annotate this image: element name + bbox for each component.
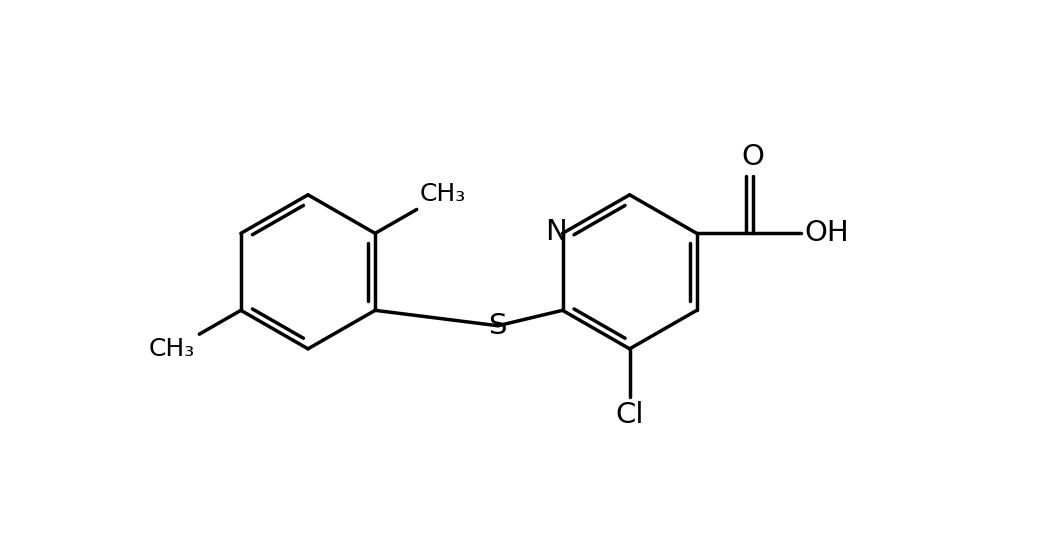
- Text: S: S: [489, 312, 508, 339]
- Text: CH₃: CH₃: [419, 182, 466, 206]
- Text: Cl: Cl: [616, 401, 644, 429]
- Text: OH: OH: [804, 219, 849, 247]
- Text: O: O: [741, 143, 764, 171]
- Text: N: N: [545, 218, 567, 246]
- Text: CH₃: CH₃: [148, 337, 194, 361]
